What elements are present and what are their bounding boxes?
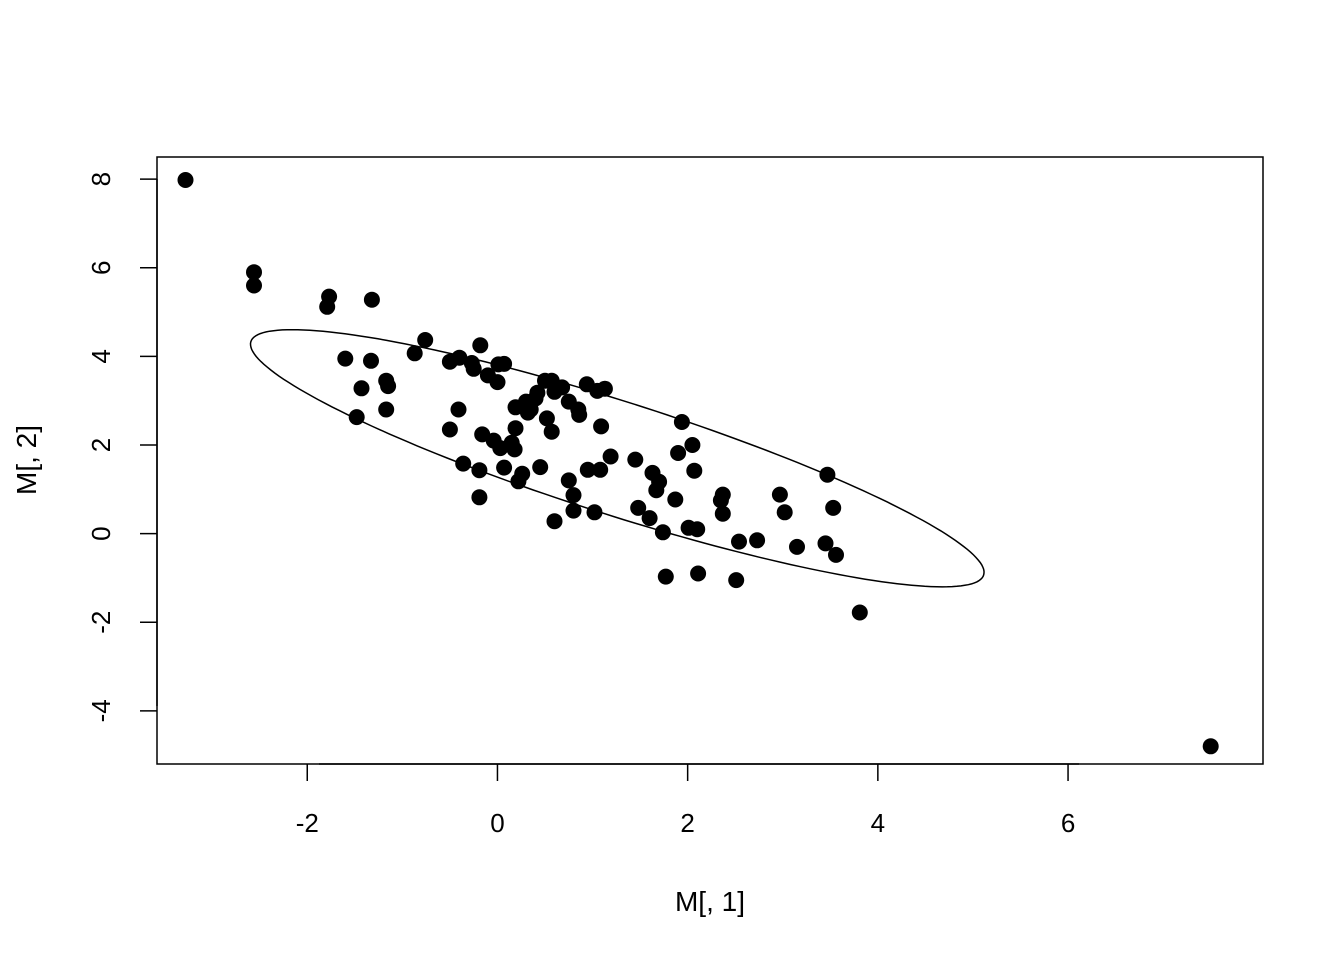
data-point	[648, 482, 665, 499]
data-point	[828, 546, 844, 563]
data-point	[363, 291, 380, 308]
data-point	[496, 459, 513, 476]
data-point	[586, 504, 603, 521]
data-point	[489, 374, 506, 391]
data-point	[337, 350, 354, 367]
data-point	[714, 505, 731, 522]
data-point	[819, 466, 836, 483]
data-point	[496, 355, 513, 372]
x-tick-label: -2	[296, 808, 319, 838]
data-point	[776, 504, 793, 521]
data-point	[348, 409, 365, 426]
data-point	[246, 264, 262, 281]
data-point	[546, 513, 563, 530]
data-point	[353, 380, 370, 397]
confidence-ellipse	[249, 328, 985, 588]
data-point	[667, 491, 684, 508]
data-point	[450, 401, 467, 418]
data-point	[177, 172, 194, 188]
data-point	[602, 448, 619, 465]
data-point	[686, 462, 703, 479]
data-point	[657, 568, 674, 585]
data-point	[538, 410, 555, 427]
data-point	[593, 418, 610, 435]
plot-frame	[156, 156, 1264, 765]
data-point	[565, 487, 582, 504]
data-point	[406, 345, 423, 362]
data-point	[851, 604, 868, 621]
data-point	[825, 499, 842, 516]
data-point	[565, 502, 582, 519]
data-point	[592, 461, 609, 478]
y-tick-label: -2	[86, 611, 116, 634]
x-tick-label: 6	[1061, 808, 1075, 838]
data-point	[571, 406, 588, 423]
data-point	[654, 524, 671, 541]
y-tick-label: 6	[86, 261, 116, 275]
data-point	[417, 332, 434, 348]
data-point	[543, 423, 560, 440]
data-point	[246, 277, 262, 294]
data-point	[510, 473, 527, 490]
data-point	[506, 441, 523, 458]
data-point	[471, 489, 488, 506]
data-point	[451, 349, 468, 366]
data-point	[684, 437, 701, 453]
data-point	[378, 401, 395, 418]
data-point	[319, 298, 336, 315]
data-point	[472, 337, 489, 354]
y-tick-label: 2	[86, 438, 116, 452]
data-point	[441, 421, 458, 438]
data-point	[465, 360, 482, 377]
data-point	[554, 379, 571, 396]
x-tick-label: 0	[490, 808, 504, 838]
data-point	[363, 352, 379, 369]
x-axis-title: M[, 1]	[675, 886, 745, 917]
data-point	[641, 510, 658, 527]
data-point	[771, 486, 788, 503]
data-point	[380, 378, 397, 395]
y-tick-label: 4	[86, 349, 116, 363]
y-tick-label: 8	[86, 172, 116, 186]
y-tick-label: -4	[86, 699, 116, 722]
data-point	[532, 459, 549, 476]
data-point	[728, 572, 745, 589]
data-point	[529, 384, 546, 401]
data-point	[560, 472, 577, 489]
y-tick-label: 0	[86, 526, 116, 540]
data-point	[1202, 738, 1219, 755]
x-tick-label: 4	[871, 808, 885, 838]
data-point	[817, 535, 834, 552]
data-point	[670, 445, 687, 461]
data-point	[627, 451, 644, 468]
data-point	[630, 499, 647, 516]
data-point	[731, 533, 747, 550]
data-point	[749, 532, 766, 549]
data-point	[579, 461, 596, 478]
x-tick-label: 2	[680, 808, 694, 838]
data-point	[596, 380, 613, 397]
data-point	[789, 538, 805, 555]
data-point	[712, 492, 729, 509]
data-point	[673, 414, 690, 430]
data-point	[507, 420, 524, 437]
data-point	[690, 565, 707, 582]
data-point	[455, 455, 472, 472]
data-point	[689, 521, 706, 538]
y-axis-title: M[, 2]	[11, 425, 42, 495]
data-point	[471, 462, 488, 479]
